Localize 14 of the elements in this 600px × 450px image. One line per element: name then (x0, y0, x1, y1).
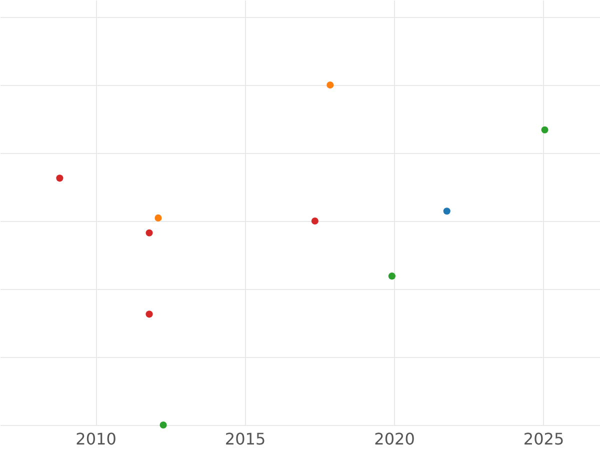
point (160, 421, 167, 429)
point (154, 214, 162, 222)
x-tick-label: 2010 (76, 430, 116, 448)
point (541, 126, 548, 134)
point (56, 174, 64, 182)
point (443, 208, 450, 215)
point (388, 272, 396, 280)
x-tick-label: 2020 (374, 430, 415, 448)
x-tick-label: 2025 (523, 430, 564, 448)
point (326, 81, 334, 89)
point (146, 310, 153, 318)
point (311, 217, 318, 225)
x-tick-label: 2015 (224, 430, 266, 448)
point (146, 229, 153, 236)
